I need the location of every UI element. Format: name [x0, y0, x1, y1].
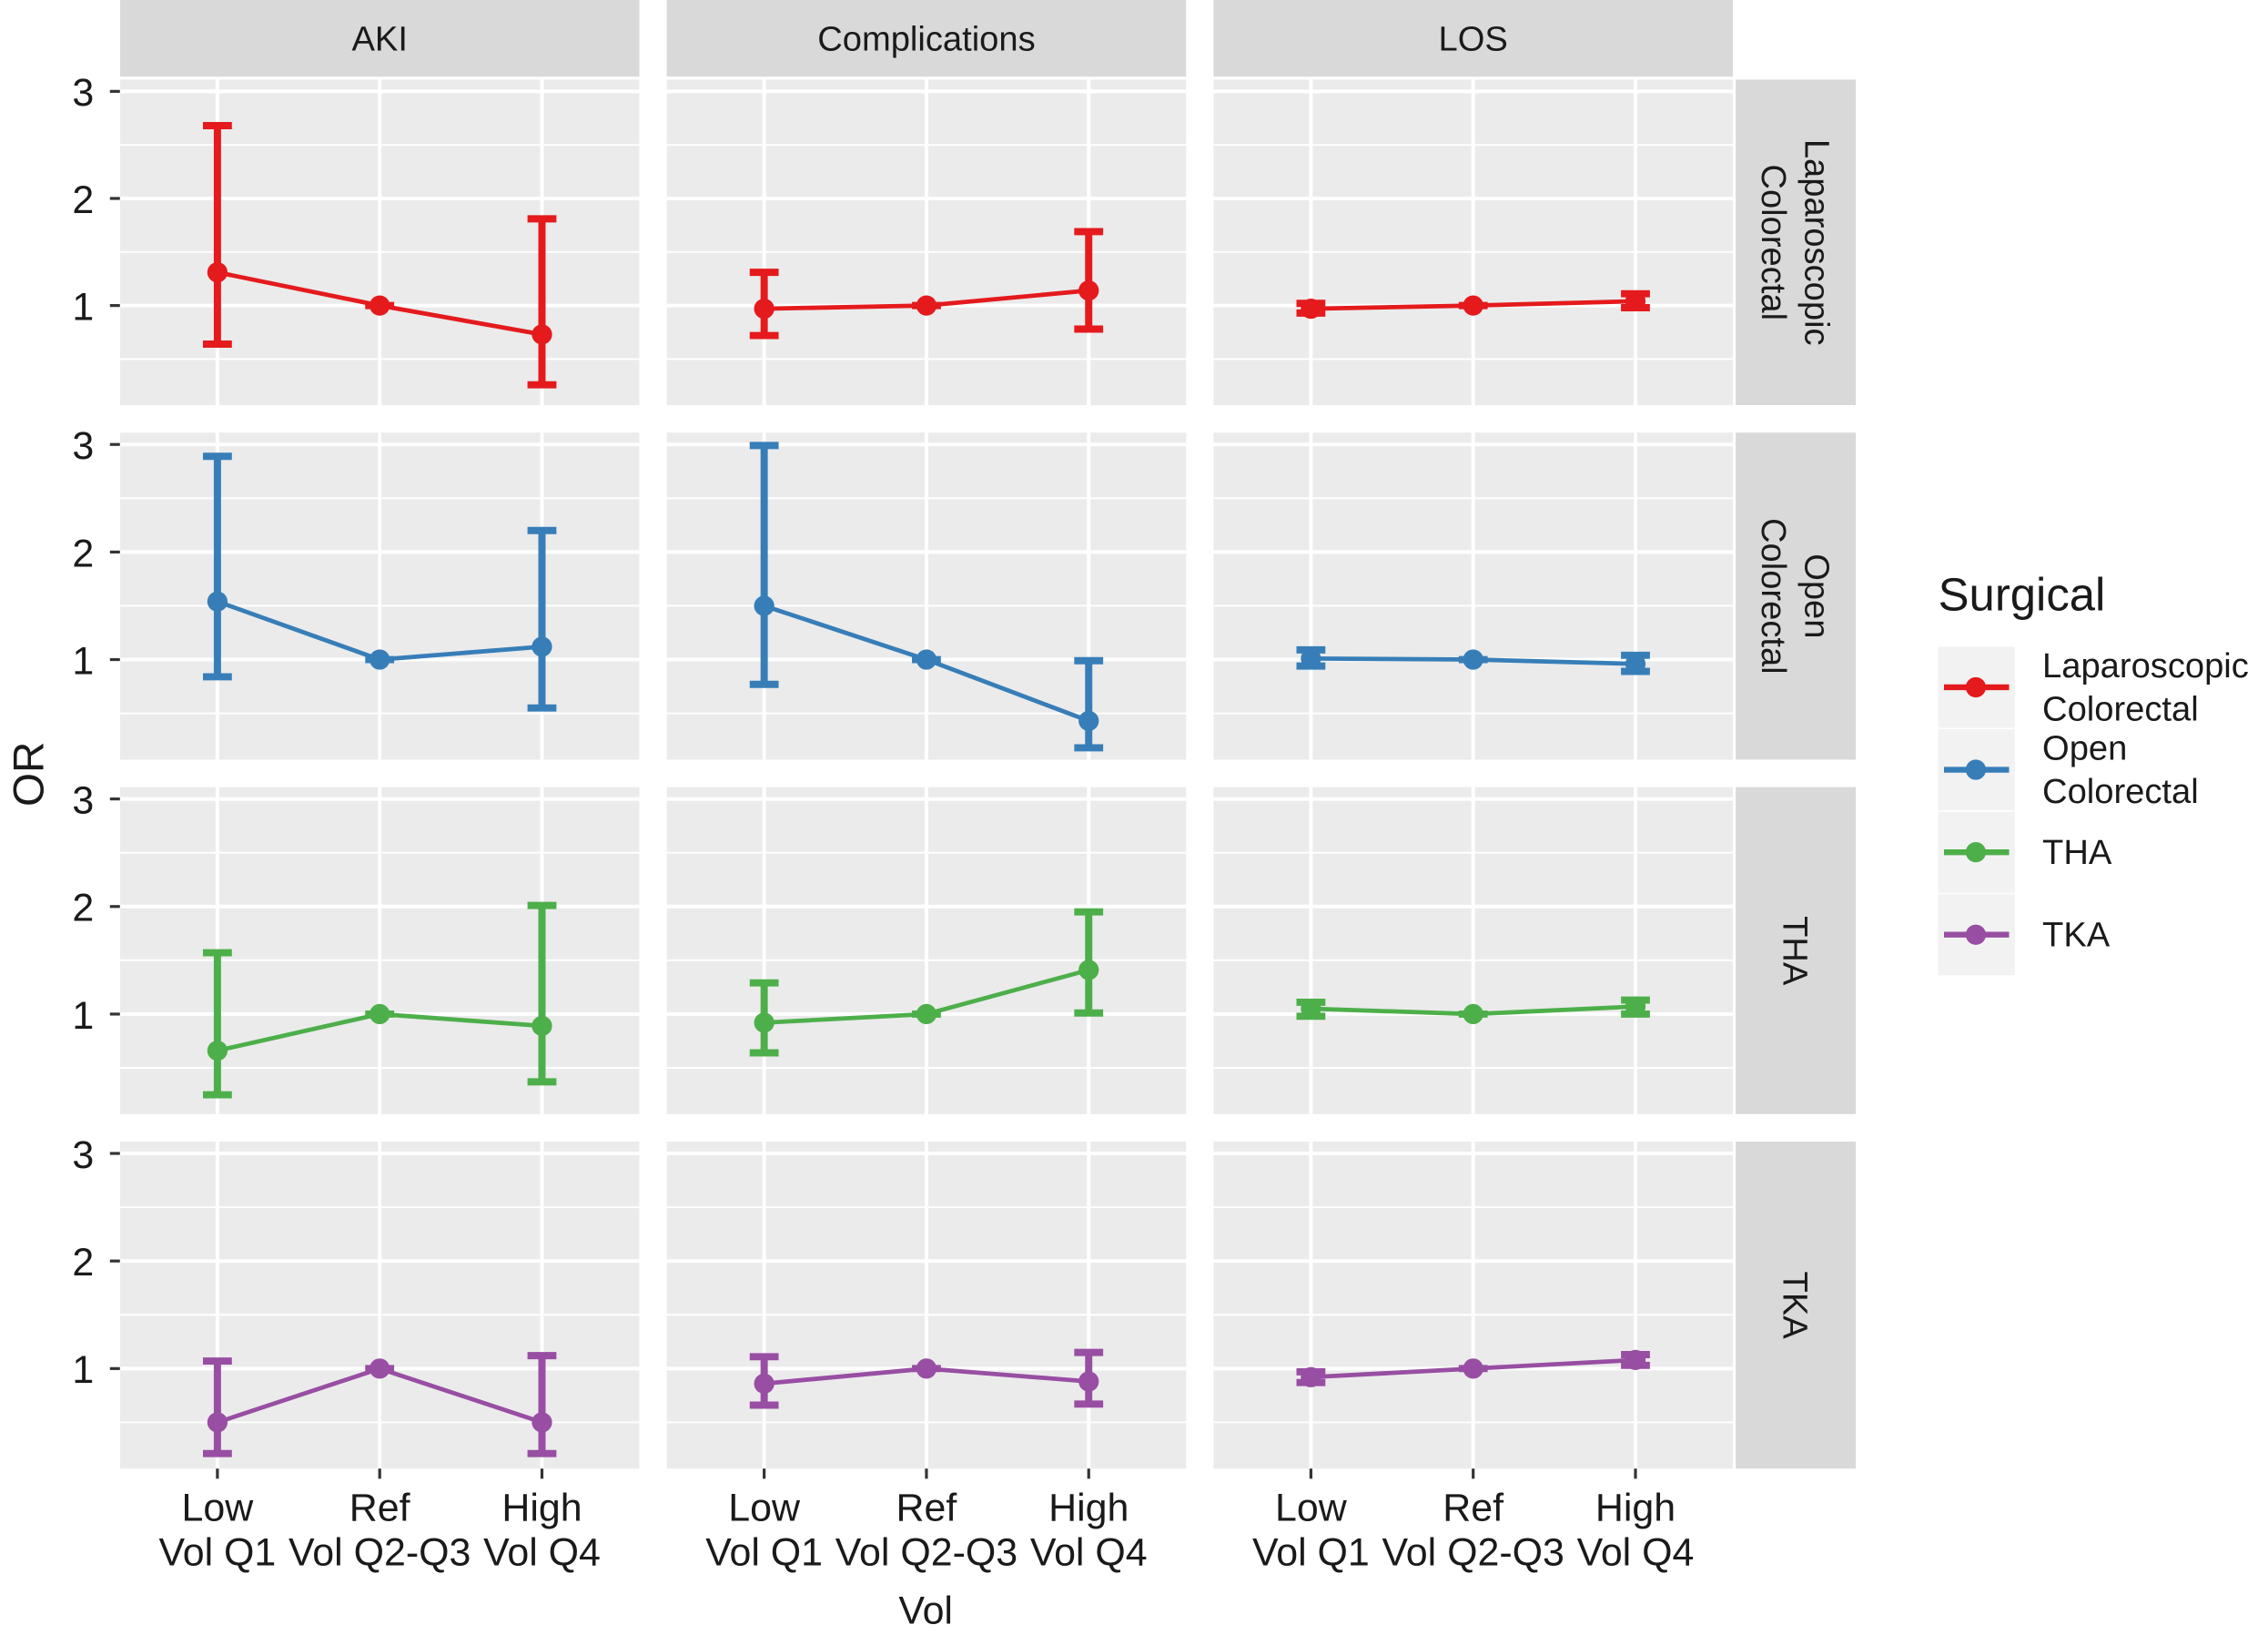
point: [1463, 295, 1483, 316]
point: [1078, 960, 1099, 980]
y-tick-label: 1: [72, 994, 94, 1038]
x-tick-label: High Vol Q4: [483, 1486, 601, 1574]
point: [1301, 1366, 1321, 1387]
error-bar: [527, 526, 557, 712]
point: [916, 1358, 937, 1379]
x-tick-label: Ref Vol Q2-Q3: [835, 1486, 1018, 1574]
error-bar: [749, 442, 779, 688]
x-tick-label: Ref Vol Q2-Q3: [289, 1486, 471, 1574]
legend-label: Open Colorectal: [2042, 728, 2199, 811]
point: [1301, 299, 1321, 320]
point: [1625, 654, 1646, 675]
point: [754, 1373, 775, 1395]
point: [1463, 649, 1483, 670]
point: [754, 1012, 775, 1033]
point: [370, 649, 390, 670]
y-tick-label: 3: [72, 779, 94, 823]
facet-strip: [119, 0, 640, 77]
error-bar: [202, 122, 232, 348]
legend-marker: [1965, 676, 1987, 698]
point: [370, 295, 390, 316]
x-tick-label: Low Vol Q1: [158, 1486, 276, 1574]
point: [207, 1412, 228, 1433]
y-tick-label: 1: [72, 1348, 94, 1392]
facet-label: AKI: [351, 20, 407, 59]
legend-label: Laparoscopic Colorectal: [2042, 646, 2249, 729]
y-tick-label: 2: [72, 1241, 94, 1285]
point: [532, 1015, 552, 1037]
legend-title: Surgical: [1939, 569, 2106, 621]
facet-label: OpenColorectal: [1754, 518, 1837, 675]
error-bar: [202, 452, 232, 681]
facet-label: TKA: [1776, 1272, 1815, 1340]
y-tick-label: 2: [72, 178, 94, 222]
legend-marker: [1965, 924, 1987, 945]
y-tick-label: 2: [72, 532, 94, 575]
x-axis-label: Vol: [898, 1589, 953, 1632]
facet-strip: [666, 0, 1187, 77]
point: [1301, 648, 1321, 669]
x-tick-label: Low Vol Q1: [705, 1486, 823, 1574]
error-bar: [1074, 656, 1104, 752]
point: [370, 1003, 390, 1025]
y-tick-label: 1: [72, 286, 94, 330]
facet-label: LaparoscopicColorectal: [1754, 139, 1837, 346]
point: [916, 1003, 937, 1025]
facet-label: THA: [1776, 916, 1815, 986]
point: [207, 591, 228, 612]
point: [916, 295, 937, 316]
error-bar: [527, 901, 557, 1086]
x-tick-label: Ref Vol Q2-Q3: [1382, 1486, 1564, 1574]
point: [1463, 1003, 1483, 1025]
point: [532, 324, 552, 345]
point: [207, 1040, 228, 1061]
legend-marker: [1965, 759, 1987, 780]
facet-label: LOS: [1439, 20, 1508, 59]
point: [532, 1412, 552, 1433]
x-tick-label: Low Vol Q1: [1252, 1486, 1370, 1574]
point: [1301, 998, 1321, 1020]
facet-strip: [1213, 0, 1733, 77]
point: [1078, 710, 1099, 732]
point: [1625, 290, 1646, 312]
facet-strip: [1736, 787, 1857, 1114]
x-tick-label: High Vol Q4: [1577, 1486, 1695, 1574]
point: [532, 636, 552, 657]
point: [1463, 1358, 1483, 1379]
y-tick-label: 3: [72, 424, 94, 468]
facet-strip: [1736, 79, 1857, 406]
legend-marker: [1965, 842, 1987, 863]
x-tick-label: High Vol Q4: [1030, 1486, 1148, 1574]
point: [754, 595, 775, 616]
point: [370, 1358, 390, 1379]
y-axis-label: OR: [5, 742, 54, 807]
point: [916, 649, 937, 670]
point: [1625, 1349, 1646, 1371]
error-bar: [202, 1357, 232, 1457]
error-bar: [527, 215, 557, 389]
point: [754, 299, 775, 320]
error-bar: [527, 1352, 557, 1457]
error-bar: [1074, 228, 1104, 333]
point: [1625, 996, 1646, 1017]
point: [207, 262, 228, 283]
y-tick-label: 3: [72, 71, 94, 115]
facet-label: Complications: [817, 20, 1035, 59]
y-tick-label: 3: [72, 1133, 94, 1177]
facet-strip: [1736, 1142, 1857, 1469]
point: [1078, 1371, 1099, 1392]
legend-label: THA: [2042, 833, 2112, 872]
error-bar: [202, 949, 232, 1099]
y-tick-label: 2: [72, 887, 94, 930]
point: [1078, 280, 1099, 301]
facet-strip: [1736, 432, 1857, 760]
legend-label: TKA: [2042, 915, 2111, 954]
y-tick-label: 1: [72, 639, 94, 683]
